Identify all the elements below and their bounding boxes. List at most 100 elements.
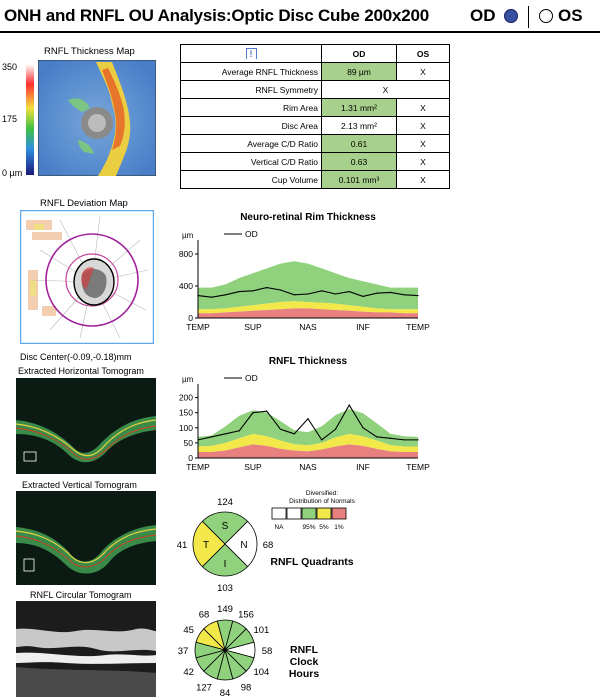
parameter-table: ! OD OS Average RNFL Thickness 89 µm X R… [180, 44, 450, 189]
vertical-tomogram-image [16, 491, 156, 585]
param-os-value: X [396, 152, 450, 171]
col-os-header: OS [396, 44, 450, 63]
legend-yellow-box [316, 507, 332, 520]
param-os-value: X [396, 170, 450, 189]
od-label: OD [470, 6, 496, 25]
horizontal-tomogram-title: Extracted Horizontal Tomogram [18, 366, 144, 376]
data-point [266, 287, 268, 289]
page-title: ONH and RNFL OU Analysis:Optic Disc Cube… [4, 6, 429, 25]
clock-hour-value: 42 [183, 667, 194, 678]
data-point [389, 437, 392, 439]
quadrants-chart: S 124 N 68 I 103 T 41 [177, 497, 274, 594]
param-od-value: 0.101 mm³ [321, 170, 397, 189]
col-od-header: OD [321, 44, 397, 63]
table-row: Rim Area 1.31 mm² X [180, 98, 450, 117]
y-tick-label: 150 [179, 408, 193, 418]
thickness-map-image [38, 60, 156, 176]
data-point [321, 439, 323, 441]
data-point [389, 291, 392, 293]
y-tick-label: 50 [184, 438, 194, 448]
quadrant-value: 68 [263, 540, 274, 551]
rim-thickness-chart: 0 400 800 TEMP SUP NAS INF TEMP µm OD [179, 229, 430, 332]
thickness-color-scale [26, 64, 34, 175]
legend-label: 95% [302, 524, 315, 531]
quadrant-slice-i [201, 543, 249, 577]
y-tick-label: 0 [188, 313, 193, 323]
table-row: Vertical C/D Ratio 0.63 X [180, 152, 450, 171]
rnfl-chart-title: RNFL Thickness [268, 356, 348, 367]
y-tick-label: 0 [188, 453, 193, 463]
normal-band-green [198, 409, 418, 447]
clock-hour-value: 37 [178, 646, 189, 657]
legend-label: 1% [334, 524, 344, 531]
param-name: Disc Area [180, 116, 322, 135]
y-axis-label: µm [182, 231, 194, 240]
data-point [279, 428, 282, 430]
normal-band-yellow [198, 433, 418, 452]
data-point [293, 433, 295, 435]
quadrant-slice-t [192, 520, 226, 568]
data-point [403, 439, 405, 441]
param-os-value: X [396, 134, 450, 153]
deviation-map-title: RNFL Deviation Map [40, 198, 128, 209]
quadrant-value: 41 [177, 540, 188, 551]
os-indicator-icon [539, 9, 553, 23]
param-name: Rim Area [180, 98, 322, 117]
data-point [403, 294, 405, 296]
quadrant-slice-n [224, 520, 258, 568]
thickness-map-title: RNFL Thickness Map [44, 46, 135, 57]
data-point [417, 295, 419, 297]
od-indicator-icon [504, 9, 518, 23]
horizontal-tomogram-image [16, 378, 156, 474]
param-os-value: X [396, 98, 450, 117]
warning-cell: ! [180, 44, 322, 63]
data-point [211, 436, 213, 438]
param-name: Average RNFL Thickness [180, 62, 322, 81]
legend-od-label: OD [245, 229, 258, 239]
legend-red-box [331, 507, 347, 520]
param-od-value: 89 µm [321, 62, 397, 81]
normal-band-green [198, 261, 418, 310]
clock-hour-value: 101 [253, 625, 269, 636]
circular-tomogram-title: RNFL Circular Tomogram [30, 590, 132, 600]
x-tick-label: INF [356, 462, 370, 472]
rnfl-thickness-chart: 0 50 100 150 200 TEMP SUP NAS INF TEMP µm OD [179, 373, 430, 472]
y-tick-label: 400 [179, 281, 193, 291]
clock-hour-value: 45 [183, 625, 194, 636]
legend-label: 5% [319, 524, 329, 531]
x-tick-label: NAS [299, 462, 317, 472]
param-os-value: X [396, 62, 450, 81]
param-od-value: 1.31 mm² [321, 98, 397, 117]
data-point [293, 294, 295, 296]
clock-hour-value: 68 [199, 610, 210, 621]
clock-slice-11 [203, 620, 226, 652]
normal-band-yellow [198, 301, 418, 314]
quadrant-letter: I [224, 559, 227, 570]
param-name: Cup Volume [180, 170, 322, 189]
param-od-value: 0.63 [321, 152, 397, 171]
clock-hour-value: 98 [241, 682, 252, 693]
x-tick-label: NAS [299, 322, 317, 332]
y-tick-label: 100 [179, 423, 193, 433]
warning-icon: ! [245, 48, 257, 59]
legend-od-label: OD [245, 373, 258, 383]
x-tick-label: SUP [244, 462, 262, 472]
data-point [348, 291, 350, 293]
param-name: Average C/D Ratio [180, 134, 322, 153]
disc-center-label: Disc Center(-0.09,-0.18)mm [20, 352, 132, 362]
quadrant-value: 103 [217, 583, 233, 594]
quadrant-value: 124 [217, 497, 233, 508]
clock-hour-value: 127 [196, 682, 212, 693]
param-os-value: X [396, 116, 450, 135]
vertical-tomogram-title: Extracted Vertical Tomogram [22, 480, 137, 490]
clock-hours-title: RNFL Clock Hours [288, 644, 320, 680]
data-point [321, 290, 323, 292]
data-point [376, 436, 378, 438]
os-label: OS [558, 6, 583, 25]
data-point [224, 294, 227, 296]
table-row: Disc Area 2.13 mm² X [180, 116, 450, 135]
quadrant-slice-s [201, 511, 249, 545]
data-point [197, 295, 199, 297]
data-point [307, 293, 309, 295]
